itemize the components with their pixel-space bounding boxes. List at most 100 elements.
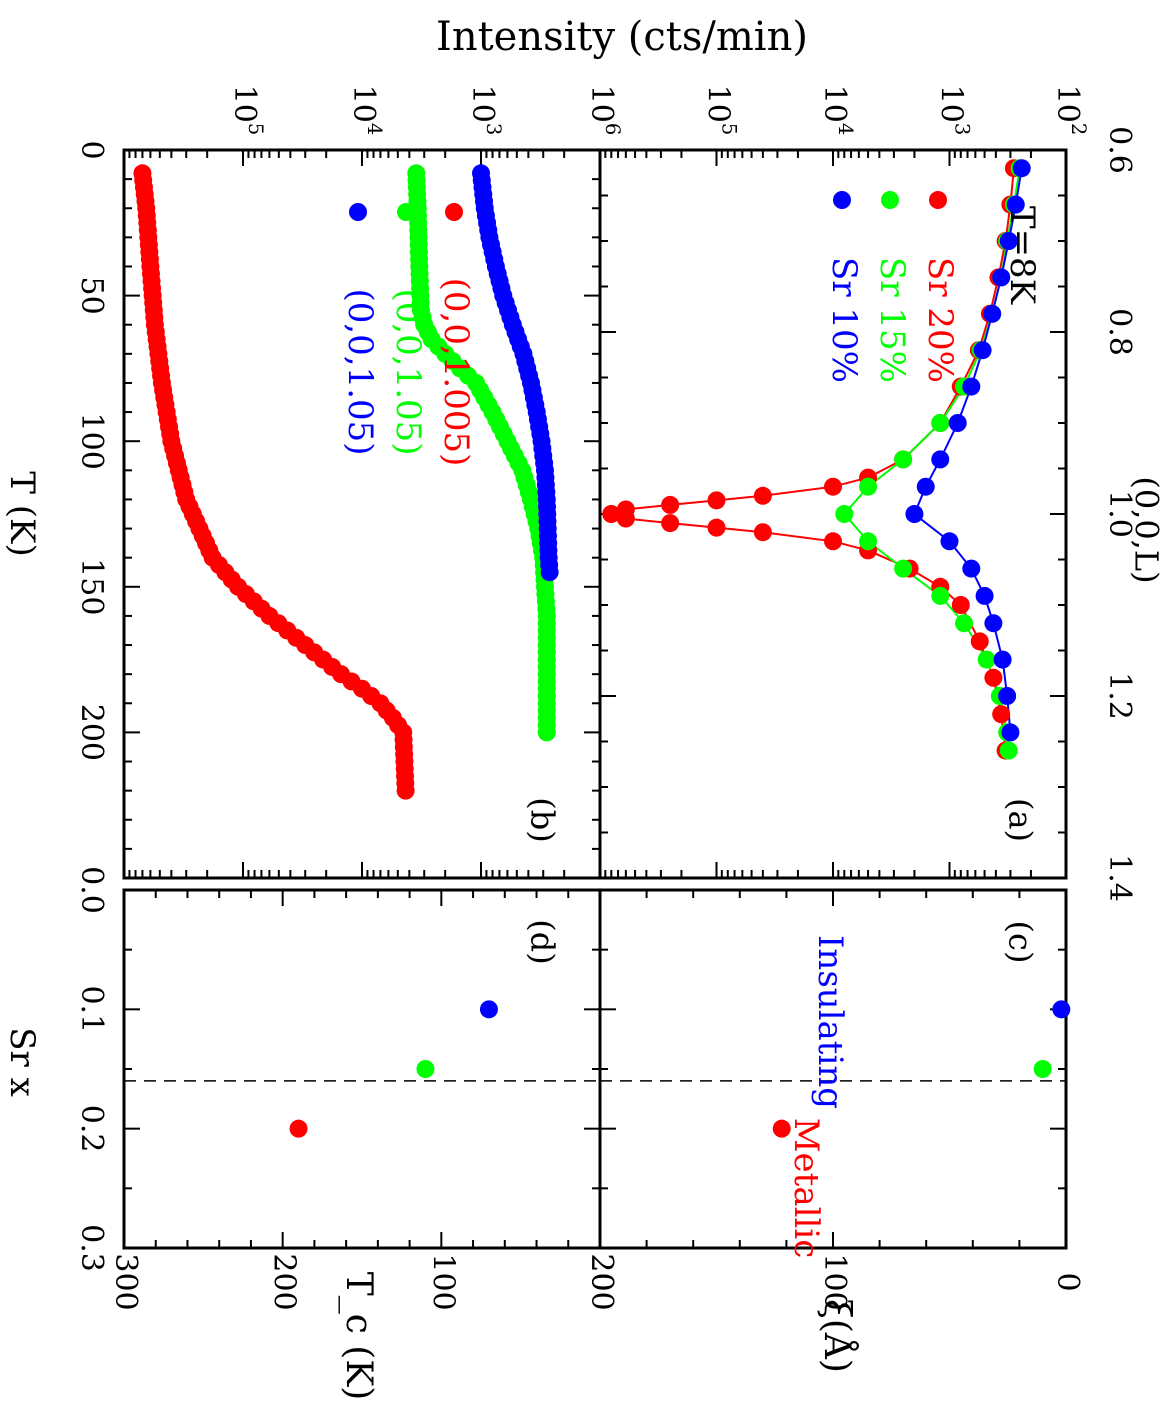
data-point <box>540 563 559 582</box>
y-tick-label: 200 <box>267 1253 302 1310</box>
data-point <box>998 687 1017 705</box>
x-tick-label: 0.8 <box>1102 308 1137 356</box>
data-point <box>905 505 924 523</box>
data-point <box>1006 195 1025 214</box>
x-tick-label: 100 <box>74 413 109 470</box>
y-tick-label: 100 <box>817 1253 852 1310</box>
y-tick-label: 0 <box>584 1272 619 1291</box>
y-axis-label: ξ(Å) <box>816 1299 858 1373</box>
y-tick-label: 103 <box>934 85 975 136</box>
data-point <box>1033 1060 1052 1078</box>
y-tick-label: 106 <box>584 85 625 136</box>
data-point <box>537 723 556 742</box>
y-tick-label: 200 <box>584 1253 619 1310</box>
insulating-annotation: Insulating <box>810 935 850 1109</box>
x-tick-label: 0.2 <box>74 1105 109 1153</box>
y-tick-label: 103 <box>465 85 506 136</box>
data-point <box>707 491 726 510</box>
x-tick-label: 200 <box>74 704 109 761</box>
data-point <box>916 477 935 496</box>
panel-label: (d) <box>524 919 562 964</box>
legend-entry: (0,0,1.005) <box>436 278 476 467</box>
x-tick-label: 0 <box>74 140 109 159</box>
x-axis-label: (0,0,L) <box>1128 476 1166 583</box>
data-point <box>894 559 913 578</box>
data-point <box>992 268 1011 287</box>
y-tick-label: 300 <box>108 1253 143 1310</box>
data-point <box>999 232 1018 250</box>
data-point <box>931 450 950 469</box>
legend-marker <box>929 191 947 209</box>
y-tick-label: 105 <box>701 85 742 136</box>
legend-marker <box>397 203 415 221</box>
data-point <box>835 505 854 523</box>
data-point <box>396 781 415 800</box>
data-point <box>479 1000 498 1019</box>
data-point <box>661 495 680 514</box>
legend-entry: Sr 20% <box>920 257 960 383</box>
x-axis-label: Sr x <box>2 1027 42 1097</box>
metallic-annotation: Metallic <box>786 1118 826 1259</box>
data-point <box>977 650 996 669</box>
panel-label: (c) <box>1002 921 1040 964</box>
data-point <box>661 514 680 533</box>
data-point <box>962 377 981 396</box>
data-point <box>931 586 950 605</box>
legend-marker <box>349 203 367 221</box>
y-tick-label: 104 <box>346 85 387 136</box>
data-point <box>993 650 1012 669</box>
data-point <box>1052 1000 1071 1019</box>
legend-entry: Sr 15% <box>872 257 912 383</box>
x-tick-label: 1.0 <box>1102 490 1137 538</box>
data-point <box>894 450 913 469</box>
legend-marker <box>881 191 899 209</box>
x-tick-label: 0.6 <box>1102 126 1137 174</box>
data-point <box>992 705 1011 724</box>
x-tick-label: 150 <box>74 558 109 615</box>
data-point <box>999 741 1018 760</box>
data-point <box>602 505 621 523</box>
x-tick-label: 1.2 <box>1102 672 1137 720</box>
data-point <box>859 477 878 496</box>
data-point <box>859 532 878 551</box>
y-tick-label: 102 <box>1050 85 1091 136</box>
data-point <box>984 614 1003 633</box>
panel-label: (a) <box>1002 798 1040 842</box>
data-point <box>940 532 959 551</box>
y-axis-label: T_c (K) <box>338 1272 379 1401</box>
data-point <box>962 559 981 578</box>
data-point <box>975 586 994 605</box>
data-point <box>824 477 842 496</box>
data-point <box>970 632 989 651</box>
data-point <box>984 668 1003 687</box>
legend-entry: (0,0,1.05) <box>340 288 380 455</box>
temperature-annotation: T=8K <box>1002 206 1042 305</box>
legend-entry: (0,0,1.05) <box>388 288 428 455</box>
y-tick-label: 0 <box>1050 1272 1085 1291</box>
data-point <box>955 614 974 633</box>
data-point <box>616 509 635 528</box>
data-point <box>973 341 992 360</box>
legend-marker <box>445 203 463 221</box>
intensity-axis-title: Intensity (cts/min) <box>436 14 808 60</box>
data-point <box>289 1119 308 1138</box>
data-point <box>931 414 950 432</box>
data-point <box>753 523 772 542</box>
y-tick-label: 105 <box>227 85 268 136</box>
x-tick-label: 0.3 <box>74 1224 109 1272</box>
data-point <box>983 304 1002 323</box>
data-point <box>707 518 726 537</box>
legend-marker <box>833 191 851 209</box>
data-point <box>1001 723 1020 742</box>
legend-entry: Sr 10% <box>824 257 864 383</box>
data-point <box>1012 159 1031 178</box>
data-point <box>416 1060 435 1078</box>
fit-line <box>607 168 1015 751</box>
data-point <box>951 596 970 614</box>
data-point <box>824 532 842 551</box>
panel-label: (b) <box>524 797 562 842</box>
x-tick-label: 1.4 <box>1102 854 1137 902</box>
y-tick-label: 100 <box>425 1253 460 1310</box>
